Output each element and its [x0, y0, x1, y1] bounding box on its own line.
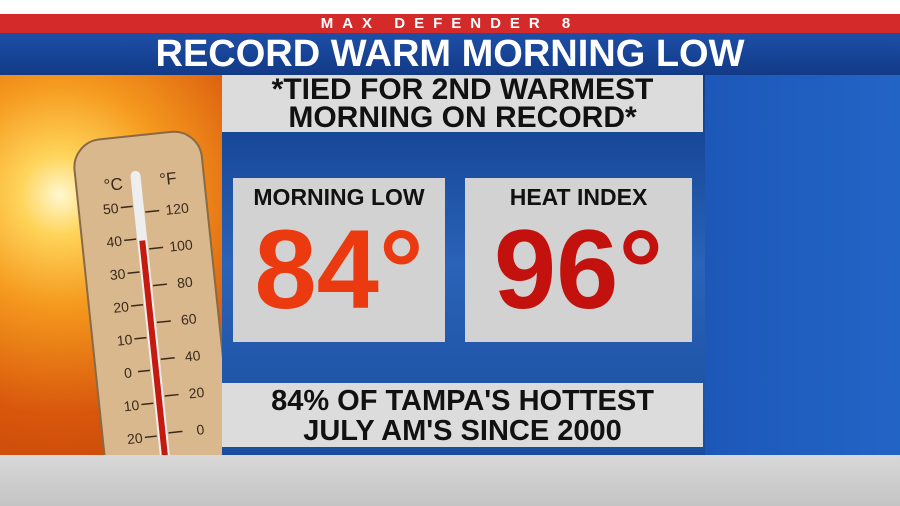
scale-tick: [168, 430, 183, 434]
fahrenheit-label: 40: [184, 347, 201, 365]
thermometer-mercury: [139, 240, 170, 455]
scale-tick: [137, 369, 150, 373]
fahrenheit-label: 100: [169, 236, 194, 254]
celsius-label: 50: [102, 200, 119, 218]
celsius-label: 30: [109, 265, 126, 283]
celsius-label: 40: [106, 233, 123, 251]
stat-box: [465, 178, 692, 342]
brand-bar: [0, 14, 900, 33]
stat-label: HEAT INDEX: [509, 184, 648, 210]
scale-tick: [134, 336, 147, 340]
scale-tick: [120, 205, 133, 209]
celsius-label: 0: [123, 364, 133, 381]
scale-tick: [152, 283, 168, 287]
scale-tick: [145, 209, 160, 213]
bottom-bar: [0, 455, 900, 506]
scale-tick: [130, 304, 144, 307]
footer-line: JULY AM'S SINCE 2000: [303, 415, 622, 447]
fahrenheit-label: 60: [180, 310, 197, 328]
title: RECORD WARM MORNING LOW: [155, 33, 745, 75]
celsius-label: 20: [126, 430, 143, 448]
stat-value: 84°: [254, 207, 424, 332]
scale-tick: [164, 393, 179, 397]
stat-box: [233, 178, 445, 342]
stat-label: MORNING LOW: [253, 184, 425, 210]
note-line: MORNING ON RECORD*: [288, 101, 637, 134]
fahrenheit-label: 20: [188, 384, 205, 402]
scale-tick: [144, 435, 157, 439]
celsius-label: 20: [113, 298, 130, 316]
footer-box: [222, 383, 703, 447]
footer: 84% OF TAMPA'S HOTTEST JULY AM'S SINCE 2…: [222, 386, 703, 446]
fahrenheit-label: 0: [196, 421, 206, 438]
title-bar: [0, 33, 900, 75]
fahrenheit-label: 80: [176, 273, 193, 291]
scale-tick: [127, 271, 140, 274]
footer-line: 84% OF TAMPA'S HOTTEST: [271, 385, 654, 417]
scale-tick: [149, 246, 164, 250]
scale-tick: [141, 402, 154, 406]
celsius-label: 10: [123, 397, 140, 415]
note: *TIED FOR 2ND WARMEST MORNING ON RECORD*: [222, 73, 703, 134]
scale-tick: [124, 238, 137, 242]
unit-label: °C: [103, 174, 124, 195]
note-line: *TIED FOR 2ND WARMEST: [271, 73, 654, 106]
scale-tick: [156, 320, 171, 324]
stat-value: 96°: [493, 207, 664, 332]
brand: MAX DEFENDER 8: [320, 15, 580, 32]
right-panel: [705, 75, 900, 455]
fahrenheit-label: 120: [165, 199, 190, 217]
note-box: [222, 75, 703, 132]
celsius-label: 10: [116, 331, 133, 349]
scale-tick: [160, 357, 175, 360]
unit-label: °F: [158, 169, 177, 190]
